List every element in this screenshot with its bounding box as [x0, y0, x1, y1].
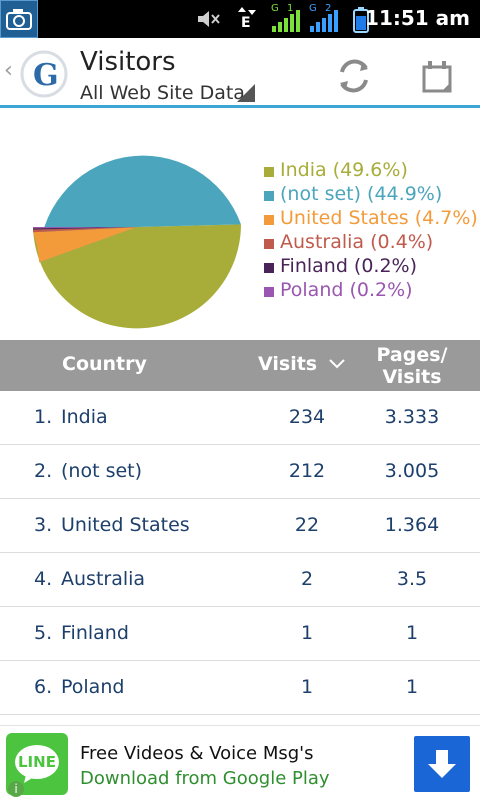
legend-swatch: [264, 287, 274, 297]
data-type-label: E: [241, 15, 251, 31]
row-rank: 3.: [34, 514, 53, 536]
pie-slice-poland: [33, 227, 137, 229]
ad-info-icon[interactable]: i: [8, 781, 24, 797]
legend-swatch: [264, 263, 274, 273]
network-type-label: G: [309, 3, 317, 14]
sim-slot-label: 1: [287, 3, 294, 14]
signal-icon: G 2: [308, 3, 340, 34]
row-visits: 1: [300, 622, 314, 644]
pie-slice-finland: [33, 227, 138, 230]
download-arrow-icon: [428, 750, 456, 778]
row-country: Poland: [61, 676, 125, 698]
table-header: Country Visits Pages/ Visits: [0, 340, 480, 391]
column-header-pages-line1: Pages/: [376, 344, 448, 366]
table-row[interactable]: 6. Poland 1 1: [0, 661, 480, 715]
row-pages-visits: 1.364: [384, 514, 440, 536]
row-rank: 2.: [34, 460, 53, 482]
row-country: (not set): [61, 460, 143, 482]
legend-label: Finland (0.2%): [280, 255, 418, 277]
table-row[interactable]: 5. Finland 1 1: [0, 607, 480, 661]
legend-label: India (49.6%): [280, 159, 408, 181]
column-header-visits[interactable]: Visits: [258, 353, 318, 375]
legend-label: Australia (0.4%): [280, 231, 434, 253]
row-visits: 1: [300, 676, 314, 698]
refresh-icon: [340, 59, 368, 93]
table-row[interactable]: 1. India 234 3.333: [0, 391, 480, 445]
column-header-pages-visits[interactable]: Pages/ Visits: [372, 344, 452, 388]
ad-banner[interactable]: LINE i Free Videos & Voice Msg's Downloa…: [0, 725, 480, 800]
clock: 11:51 am: [365, 6, 470, 30]
network-type-label: G: [271, 3, 279, 14]
calendar-icon: [422, 61, 452, 93]
row-visits: 234: [288, 406, 326, 428]
ad-title[interactable]: Free Videos & Voice Msg's: [80, 743, 314, 764]
row-pages-visits: 3.5: [396, 568, 428, 590]
row-country: Finland: [61, 622, 129, 644]
action-bar: [0, 38, 480, 106]
row-country: Australia: [61, 568, 146, 590]
ad-subtitle[interactable]: Download from Google Play: [80, 768, 330, 789]
row-pages-visits: 1: [405, 622, 419, 644]
row-visits: 212: [288, 460, 326, 482]
row-country: India: [61, 406, 108, 428]
pie-slice-australia: [33, 227, 137, 233]
dropdown-triangle-icon[interactable]: [237, 84, 255, 102]
table-row[interactable]: 3. United States 22 1.364: [0, 499, 480, 553]
row-pages-visits: 3.005: [384, 460, 440, 482]
column-header-pages-line2: Visits: [382, 366, 442, 388]
visitors-pie-chart: [33, 155, 241, 329]
row-rank: 5.: [34, 622, 53, 644]
row-rank: 6.: [34, 676, 53, 698]
legend-swatch: [264, 167, 274, 177]
sort-chevron-icon[interactable]: [328, 358, 346, 370]
legend-label: (not set) (44.9%): [280, 183, 443, 205]
logo-text: LINE: [18, 753, 56, 771]
pie-slice-united-states: [33, 227, 137, 263]
app-logo[interactable]: G: [20, 50, 68, 98]
legend-label: United States (4.7%): [280, 207, 478, 229]
mute-icon: [196, 8, 222, 34]
row-rank: 1.: [34, 406, 53, 428]
action-bar-divider: [0, 105, 480, 108]
row-country: United States: [61, 514, 190, 536]
camera-icon: [0, 0, 38, 38]
download-button[interactable]: [414, 736, 470, 792]
signal-icon: G 1: [270, 3, 302, 34]
svg-text:G: G: [33, 58, 59, 93]
row-pages-visits: 1: [405, 676, 419, 698]
calendar-button[interactable]: [416, 55, 460, 99]
column-header-country[interactable]: Country: [62, 353, 147, 375]
table-row[interactable]: 2. (not set) 212 3.005: [0, 445, 480, 499]
status-bar: E G 1 G 2 11:51 am: [0, 0, 480, 38]
refresh-button[interactable]: [332, 54, 376, 98]
row-pages-visits: 3.333: [384, 406, 440, 428]
legend-swatch: [264, 191, 274, 201]
page-title: Visitors: [80, 47, 176, 77]
row-visits: 22: [294, 514, 320, 536]
table-row[interactable]: 4. Australia 2 3.5: [0, 553, 480, 607]
sim-slot-label: 2: [325, 3, 332, 14]
legend-swatch: [264, 239, 274, 249]
profile-selector[interactable]: All Web Site Data: [80, 82, 245, 104]
row-rank: 4.: [34, 568, 53, 590]
battery-icon: [352, 6, 370, 38]
pie-slice-india: [33, 224, 241, 329]
back-chevron-icon[interactable]: ‹: [4, 58, 13, 83]
legend-swatch: [264, 215, 274, 225]
legend-label: Poland (0.2%): [280, 279, 413, 301]
data-transfer-icon: E: [236, 5, 258, 33]
row-visits: 2: [300, 568, 314, 590]
